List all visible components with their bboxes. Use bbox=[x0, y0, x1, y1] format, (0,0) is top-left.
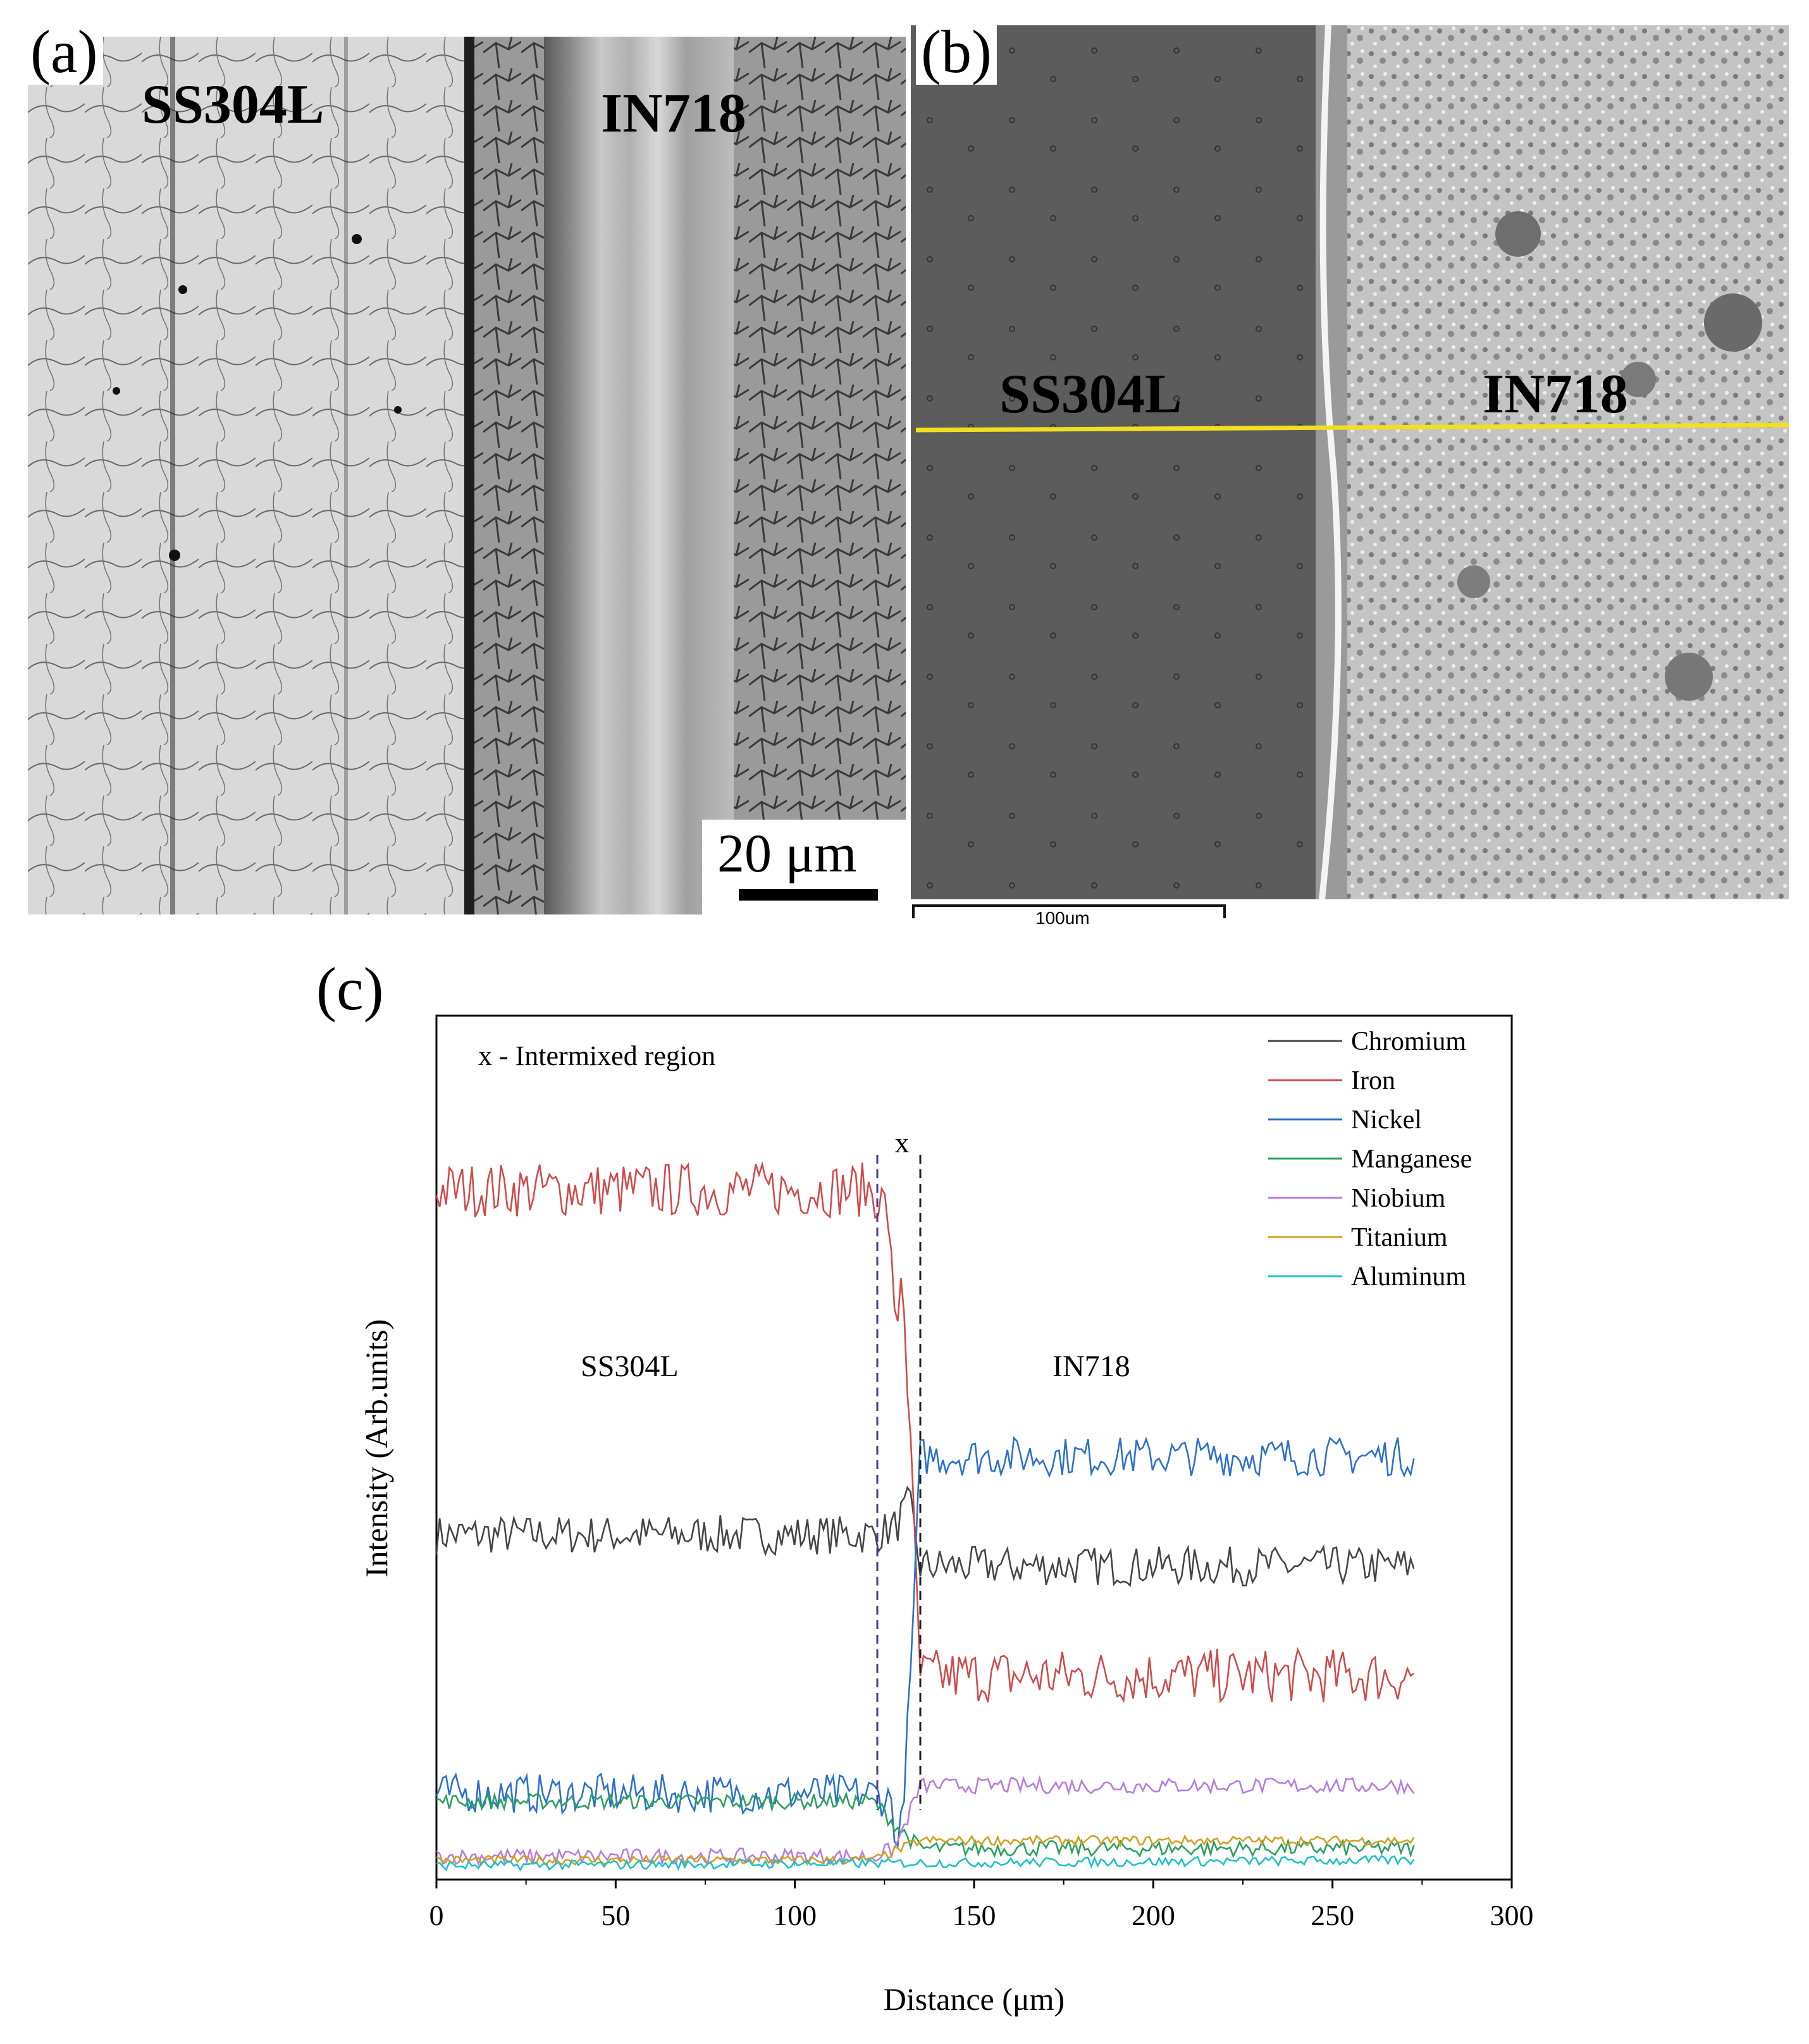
x-tick-label: 150 bbox=[953, 1899, 996, 1931]
sem-image-b: SS304L IN718 bbox=[911, 25, 1789, 899]
legend-label-chromium: Chromium bbox=[1351, 1027, 1466, 1056]
material-label-ss304l-b: SS304L bbox=[999, 364, 1182, 425]
series-line-manganese bbox=[436, 1791, 1415, 1859]
series-line-iron bbox=[435, 1161, 1415, 1704]
series-line-nickel bbox=[435, 1436, 1415, 1849]
x-tick-label: 50 bbox=[601, 1899, 630, 1931]
x-tick-label: 0 bbox=[429, 1899, 444, 1931]
scale-bar-b-tick-left bbox=[912, 904, 915, 918]
x-tick-label: 250 bbox=[1311, 1899, 1354, 1931]
panel-label-a: (a) bbox=[25, 19, 103, 85]
scale-bar-a-label: 20 μm bbox=[717, 823, 857, 883]
legend-label-titanium: Titanium bbox=[1351, 1223, 1448, 1252]
region-label-ss304l: SS304L bbox=[581, 1350, 679, 1383]
scale-bar-a: 20 μm bbox=[702, 820, 906, 914]
x-axis-title: Distance (μm) bbox=[884, 1981, 1065, 2017]
material-label-in718-b: IN718 bbox=[1483, 364, 1628, 425]
sem-image-b-graphic bbox=[911, 25, 1789, 899]
scale-bar-b-line bbox=[912, 904, 1226, 907]
material-label-ss304l-a: SS304L bbox=[142, 74, 324, 135]
legend: Chromium Iron Nickel Manganese Niobium Titani… bbox=[1268, 1027, 1472, 1291]
scale-bar-b: 100um bbox=[912, 899, 1228, 937]
legend-label-aluminum: Aluminum bbox=[1351, 1262, 1466, 1291]
panel-label-c: (c) bbox=[316, 955, 384, 1023]
series-line-chromium bbox=[435, 1486, 1415, 1587]
region-label-in718: IN718 bbox=[1053, 1350, 1130, 1383]
sem-image-a: SS304L IN718 20 μm bbox=[28, 37, 906, 914]
material-label-in718-a: IN718 bbox=[601, 83, 746, 144]
legend-label-manganese: Manganese bbox=[1351, 1145, 1472, 1174]
series-line-titanium bbox=[436, 1834, 1415, 1866]
sem-image-a-graphic bbox=[28, 37, 906, 914]
x-tick-label: 100 bbox=[773, 1899, 817, 1931]
legend-label-iron: Iron bbox=[1351, 1066, 1395, 1095]
plot-frame bbox=[435, 1014, 1513, 1881]
legend-label-niobium: Niobium bbox=[1351, 1184, 1446, 1213]
series-line-niobium bbox=[436, 1775, 1415, 1868]
scale-bar-b-label: 100um bbox=[1035, 908, 1090, 928]
intermixed-region-marker: x bbox=[895, 1126, 910, 1159]
x-tick-label: 200 bbox=[1132, 1899, 1175, 1931]
panel-label-b: (b) bbox=[916, 19, 997, 85]
legend-label-nickel: Nickel bbox=[1351, 1105, 1422, 1135]
scale-bar-b-tick-right bbox=[1223, 904, 1226, 918]
scale-bar-a-line bbox=[739, 889, 878, 901]
y-axis-title: Intensity (Arb.units) bbox=[359, 1319, 394, 1577]
series-line-aluminum bbox=[436, 1854, 1415, 1872]
line-scan-path bbox=[915, 422, 1789, 433]
intermixed-note: x - Intermixed region bbox=[478, 1040, 715, 1071]
x-tick-label: 300 bbox=[1490, 1899, 1534, 1931]
